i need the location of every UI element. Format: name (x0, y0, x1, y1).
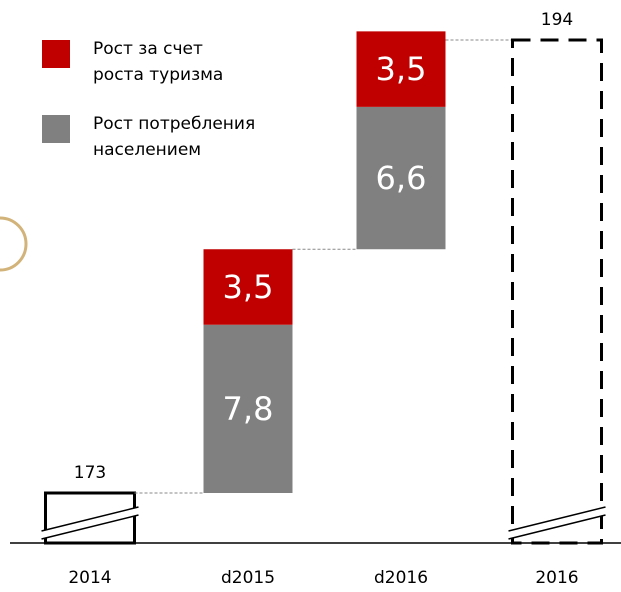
value-label: 3,5 (376, 50, 427, 88)
value-label: 7,8 (223, 390, 274, 428)
x-tick-label: 2016 (535, 568, 578, 588)
axis-break-line (508, 506, 606, 532)
total-label: 194 (541, 10, 573, 30)
legend-item: Рост за счет роста туризма (42, 36, 253, 88)
axis-break-line (41, 514, 139, 540)
segment (356, 31, 446, 107)
value-label: 6,6 (376, 159, 427, 197)
x-tick-label: d2015 (221, 568, 275, 588)
segment (203, 249, 293, 325)
legend-label: Рост потребления населением (93, 114, 256, 160)
segment (203, 324, 293, 493)
value-label: 3,5 (223, 268, 274, 306)
decor-arc (0, 216, 28, 272)
axis-break (41, 507, 139, 539)
x-tick-label: 2014 (68, 568, 111, 588)
axis-break-line (41, 506, 139, 532)
x-tick-label: d2016 (374, 568, 428, 588)
legend-swatch (42, 40, 70, 68)
total-bar (44, 491, 136, 545)
legend-swatch (42, 115, 70, 143)
legend-label: Рост за счет роста туризма (93, 39, 224, 85)
total-bar (511, 38, 603, 545)
legend-item: Рост потребления населением (42, 111, 313, 163)
axis-break (508, 507, 606, 539)
axis-break-line (508, 514, 606, 540)
total-label: 173 (74, 463, 106, 483)
segment (356, 106, 446, 250)
